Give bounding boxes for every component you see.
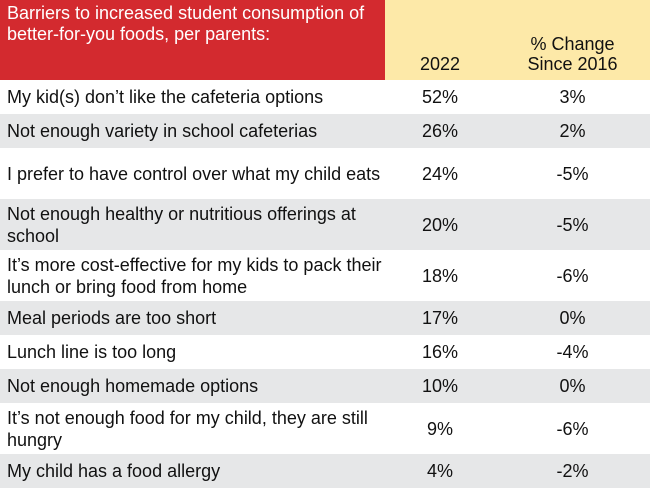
table-row: Lunch line is too long 16% -4% <box>0 335 650 369</box>
table-row: It’s more cost-effective for my kids to … <box>0 250 650 301</box>
value-2022: 4% <box>426 461 453 481</box>
value-2022: 18% <box>421 265 459 286</box>
value-2022: 16% <box>421 342 459 362</box>
column-header-2022: 2022 <box>385 0 495 80</box>
value-2022: 9% <box>426 418 453 439</box>
table-row: Not enough variety in school cafeterias … <box>0 114 650 148</box>
value-2022: 26% <box>421 121 459 141</box>
table-row: My child has a food allergy 4% -2% <box>0 454 650 488</box>
row-label: My kid(s) don’t like the cafeteria optio… <box>7 87 324 107</box>
value-2022: 52% <box>421 87 459 107</box>
table-row: My kid(s) don’t like the cafeteria optio… <box>0 80 650 114</box>
value-change: 2% <box>559 121 586 141</box>
table-row: I prefer to have control over what my ch… <box>0 148 650 199</box>
value-change: -6% <box>556 418 589 439</box>
row-label: I prefer to have control over what my ch… <box>7 163 381 184</box>
row-label: Not enough healthy or nutritious offerin… <box>7 203 356 246</box>
row-label: My child has a food allergy <box>7 461 221 481</box>
value-change: -4% <box>556 342 589 362</box>
row-label: Not enough variety in school cafeterias <box>7 121 318 141</box>
row-label: Meal periods are too short <box>7 308 217 328</box>
value-2022: 10% <box>421 376 459 396</box>
value-change: 3% <box>559 87 586 107</box>
column-header-change: % Change Since 2016 <box>495 0 650 80</box>
value-change: -6% <box>556 265 589 286</box>
table-title: Barriers to increased student consumptio… <box>0 0 385 80</box>
value-change: -2% <box>556 461 589 481</box>
row-label: It’s not enough food for my child, they … <box>7 407 368 450</box>
table-row: Meal periods are too short 17% 0% <box>0 301 650 335</box>
value-change: -5% <box>556 214 589 235</box>
value-2022: 17% <box>421 308 459 328</box>
table-row: It’s not enough food for my child, they … <box>0 403 650 454</box>
value-change: -5% <box>556 163 589 184</box>
value-change: 0% <box>559 308 586 328</box>
row-label: It’s more cost-effective for my kids to … <box>7 254 382 297</box>
row-label: Not enough homemade options <box>7 376 259 396</box>
value-2022: 20% <box>421 214 459 235</box>
value-2022: 24% <box>421 163 459 184</box>
table-row: Not enough homemade options 10% 0% <box>0 369 650 403</box>
row-label: Lunch line is too long <box>7 342 177 362</box>
header-row: Barriers to increased student consumptio… <box>0 0 650 80</box>
table-row: Not enough healthy or nutritious offerin… <box>0 199 650 250</box>
value-change: 0% <box>559 376 586 396</box>
